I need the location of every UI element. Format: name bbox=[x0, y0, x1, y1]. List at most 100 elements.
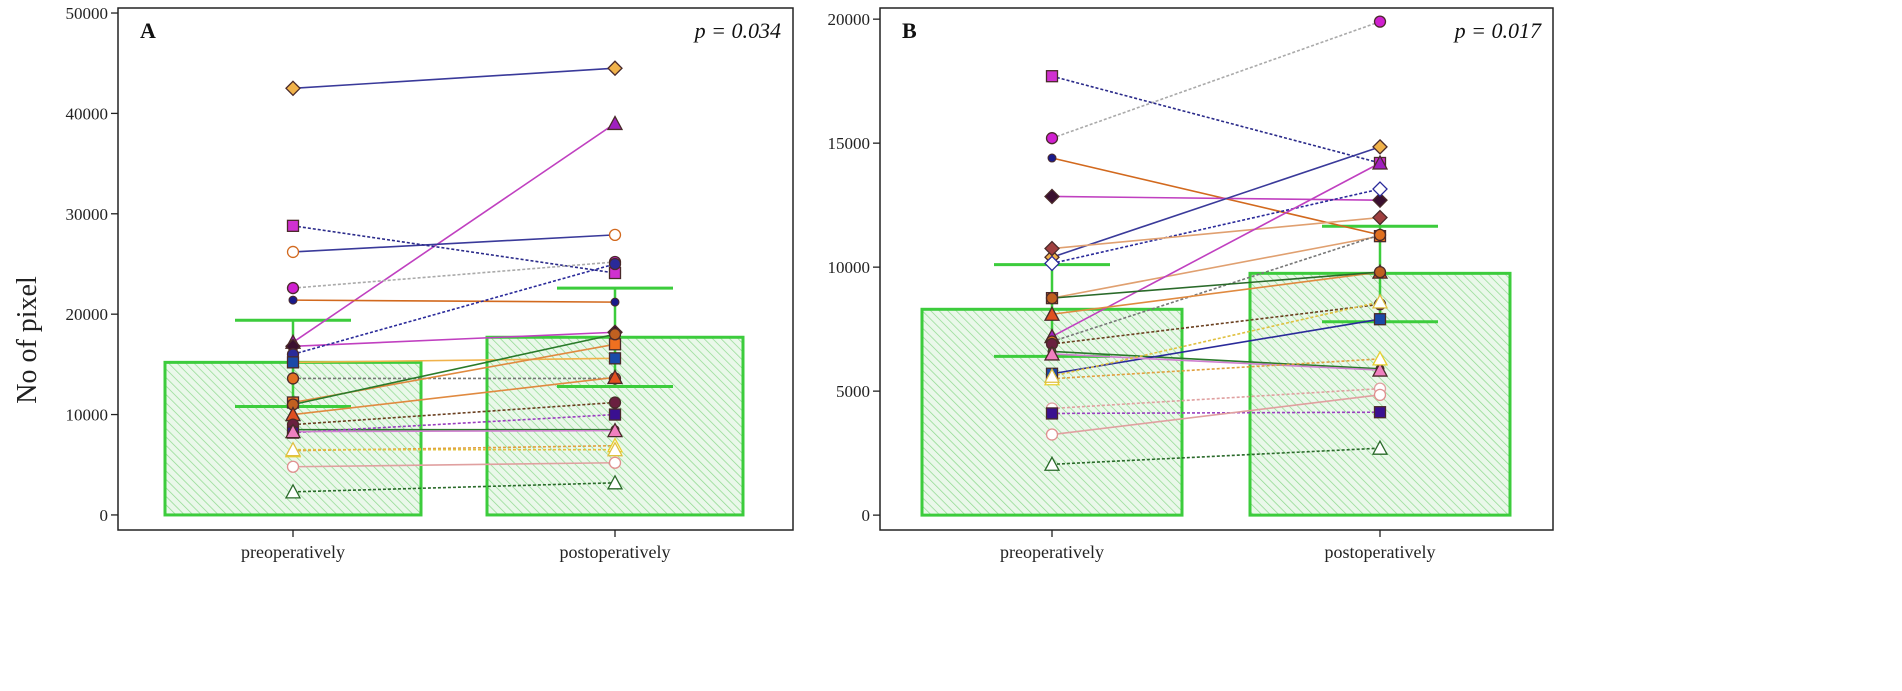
series-line-2 bbox=[292, 234, 616, 253]
plot-frame bbox=[117, 7, 794, 531]
series-point-pre-20 bbox=[1045, 428, 1059, 441]
series-point-post-3 bbox=[1372, 192, 1388, 209]
y-tick-label: 20000 bbox=[828, 10, 871, 29]
series-line-7 bbox=[292, 263, 616, 356]
x-tick-label: preoperatively bbox=[1000, 542, 1104, 562]
series-point-post-15 bbox=[608, 408, 622, 421]
series-point-post-7 bbox=[608, 257, 622, 271]
y-tick-label: 20000 bbox=[66, 305, 109, 324]
series-point-post-16 bbox=[606, 422, 624, 438]
series-line-6 bbox=[292, 331, 616, 348]
series-point-post-1 bbox=[606, 115, 624, 131]
series-point-pre-11 bbox=[1045, 291, 1059, 305]
panel-b: 0 5000 10000 15000 20000 preoperatively postop… bbox=[828, 7, 1554, 562]
series-point-pre-10 bbox=[1043, 305, 1061, 321]
series-point-post-0 bbox=[1373, 15, 1387, 28]
series-line-1 bbox=[1051, 75, 1381, 164]
y-tick-label: 40000 bbox=[66, 104, 109, 123]
series-point-pre-0 bbox=[1045, 132, 1059, 145]
series-line-4 bbox=[292, 261, 616, 289]
series-point-post-4 bbox=[1372, 138, 1388, 155]
series-line-0 bbox=[1051, 20, 1381, 139]
series-point-pre-8 bbox=[286, 356, 300, 369]
series-line-11 bbox=[1051, 271, 1381, 299]
y-tick-label: 10000 bbox=[828, 258, 871, 277]
series-point-pre-19 bbox=[1045, 407, 1059, 420]
series-point-post-6 bbox=[1372, 209, 1388, 226]
series-point-post-11 bbox=[1373, 265, 1387, 279]
series-point-pre-1 bbox=[1045, 70, 1059, 83]
series-point-pre-4 bbox=[286, 281, 300, 295]
series-line-16 bbox=[292, 429, 616, 433]
series-line-20 bbox=[292, 482, 616, 493]
series-point-post-15 bbox=[1371, 361, 1389, 377]
panel-label: B bbox=[902, 18, 917, 43]
series-point-post-0 bbox=[607, 60, 623, 77]
series-point-post-8 bbox=[608, 352, 622, 365]
series-line-15 bbox=[1051, 353, 1381, 371]
x-tick-label: postoperatively bbox=[560, 542, 671, 562]
series-line-10 bbox=[1051, 271, 1381, 316]
series-line-13 bbox=[292, 401, 616, 426]
series-point-post-16 bbox=[1371, 350, 1389, 366]
series-line-17 bbox=[292, 444, 616, 452]
x-tick-label: postoperatively bbox=[1325, 542, 1436, 562]
series-point-pre-5 bbox=[288, 295, 298, 305]
series-point-pre-2 bbox=[1047, 153, 1057, 163]
series-point-post-14 bbox=[1373, 313, 1387, 326]
x-tick-label: preoperatively bbox=[241, 542, 345, 562]
series-point-pre-3 bbox=[1044, 188, 1060, 205]
series-point-pre-3 bbox=[286, 219, 300, 232]
panel-label: A bbox=[140, 18, 156, 43]
series-line-3 bbox=[292, 225, 616, 274]
series-line-5 bbox=[1051, 188, 1381, 265]
plot-frame bbox=[879, 7, 1554, 531]
series-point-post-10 bbox=[608, 338, 622, 351]
series-line-12 bbox=[1051, 303, 1381, 345]
series-point-post-5 bbox=[1372, 181, 1388, 197]
y-tick-label: 15000 bbox=[828, 134, 871, 153]
series-point-post-11 bbox=[608, 328, 622, 341]
y-tick-label: 50000 bbox=[66, 4, 109, 23]
y-tick-label: 30000 bbox=[66, 205, 109, 224]
series-line-6 bbox=[1051, 216, 1381, 250]
series-point-pre-20 bbox=[284, 483, 302, 499]
series-line-7 bbox=[1051, 235, 1381, 299]
series-point-post-8 bbox=[1371, 154, 1389, 170]
series-point-post-12 bbox=[606, 369, 624, 385]
series-point-pre-5 bbox=[1044, 255, 1060, 272]
y-tick-label: 0 bbox=[862, 506, 871, 525]
series-point-post-19 bbox=[608, 456, 622, 469]
series-line-15 bbox=[292, 413, 616, 434]
series-line-9 bbox=[1051, 234, 1381, 343]
series-line-0 bbox=[292, 67, 616, 90]
series-point-pre-18 bbox=[284, 441, 302, 457]
series-line-11 bbox=[292, 333, 616, 406]
series-line-4 bbox=[1051, 146, 1381, 258]
series-point-post-17 bbox=[1371, 293, 1389, 309]
y-tick-label: 5000 bbox=[836, 382, 870, 401]
panel-a: 0 10000 20000 30000 40000 50000 preoperatively… bbox=[66, 4, 794, 562]
series-line-5 bbox=[292, 299, 616, 303]
series-line-8 bbox=[292, 357, 616, 364]
p-value-label: p = 0.034 bbox=[693, 18, 781, 43]
series-point-pre-15 bbox=[1043, 345, 1061, 361]
series-point-post-20 bbox=[1373, 388, 1387, 402]
series-point-pre-19 bbox=[286, 460, 300, 473]
series-point-post-20 bbox=[606, 474, 624, 490]
series-line-17 bbox=[1051, 301, 1381, 378]
series-point-post-9 bbox=[1373, 228, 1387, 242]
series-line-1 bbox=[292, 122, 616, 343]
series-point-post-5 bbox=[610, 297, 620, 307]
y-tick-label: 10000 bbox=[66, 406, 109, 425]
series-line-19 bbox=[292, 461, 616, 468]
series-point-pre-9 bbox=[286, 372, 300, 385]
series-point-pre-0 bbox=[285, 80, 301, 97]
series-point-pre-17 bbox=[1043, 367, 1061, 383]
series-point-post-13 bbox=[608, 396, 622, 409]
series-point-post-21 bbox=[1371, 439, 1389, 455]
series-point-pre-21 bbox=[1043, 455, 1061, 471]
series-line-13 bbox=[1051, 350, 1381, 370]
series-line-12 bbox=[292, 376, 616, 416]
